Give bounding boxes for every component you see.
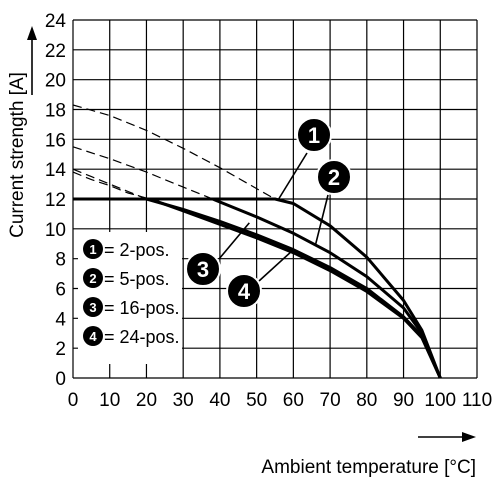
legend-label: = 16-pos. — [104, 298, 180, 318]
x-tick-label: 80 — [356, 390, 377, 411]
x-tick-label: 50 — [246, 390, 267, 411]
y-tick-label: 14 — [45, 160, 67, 181]
grid — [72, 19, 478, 379]
callouts: 12 3 4 — [185, 117, 352, 309]
callout-leader — [277, 152, 308, 200]
callout-badge — [226, 273, 262, 309]
y-tick-label: 6 — [55, 280, 66, 301]
y-axis-label: Current strength [A] — [7, 72, 28, 238]
x-axis-arrow — [418, 432, 476, 442]
callout-leader — [258, 249, 294, 282]
series-2-line — [73, 197, 442, 379]
x-tick-label: 0 — [68, 390, 79, 411]
y-tick-label: 2 — [55, 339, 66, 360]
x-tick-label: 20 — [136, 390, 157, 411]
x-tick-label: 90 — [393, 390, 414, 411]
legend-marker — [83, 268, 103, 288]
legend: 1 = 2-pos. 2 = 5-pos. 3 = 16-pos. 4 = 24-pos. — [78, 232, 182, 364]
legend-item-3: 3 = 16-pos. — [83, 297, 180, 318]
x-tick-label: 70 — [320, 390, 341, 411]
legend-marker-number: 2 — [89, 271, 96, 286]
x-tick-label: 40 — [209, 390, 230, 411]
x-axis-ticks: 0 10 20 30 40 50 60 70 80 90 100 110 — [68, 390, 492, 411]
y-tick-label: 18 — [45, 101, 66, 122]
y-tick-label: 24 — [45, 11, 67, 32]
callout-badge — [316, 159, 352, 195]
callout-1: 1 — [277, 117, 332, 200]
legend-marker — [83, 326, 103, 346]
legend-marker-number: 4 — [89, 329, 97, 344]
y-tick-label: 4 — [55, 309, 66, 330]
legend-label: = 24-pos. — [104, 327, 180, 347]
x-tick-label: 60 — [283, 390, 304, 411]
y-tick-label: 12 — [45, 190, 66, 211]
series-1-line — [73, 197, 442, 379]
callout-badge — [296, 117, 332, 153]
y-tick-label: 10 — [45, 220, 66, 241]
callout-number: 3 — [197, 257, 209, 282]
callout-leader — [218, 222, 250, 260]
series-4-extrapolation — [72, 171, 151, 200]
x-axis-label: Ambient temperature [°C] — [261, 457, 476, 478]
x-tick-label: 30 — [173, 390, 194, 411]
legend-item-4: 4 = 24-pos. — [83, 326, 180, 347]
callout-leader — [314, 194, 329, 246]
x-tick-label: 100 — [424, 390, 456, 411]
y-tick-label: 0 — [55, 369, 66, 390]
callout-3: 3 — [185, 222, 250, 287]
callout-number: 1 — [308, 123, 320, 148]
series-4-line — [73, 197, 442, 379]
callout-2: 2 — [314, 159, 352, 246]
y-tick-label: 16 — [45, 130, 66, 151]
series-1-extrapolation — [72, 104, 276, 200]
series — [72, 104, 442, 379]
legend-marker-number: 1 — [89, 242, 96, 257]
legend-marker — [83, 239, 103, 259]
callout-number: 4 — [238, 279, 251, 304]
y-tick-label: 22 — [45, 41, 66, 62]
series-2-extrapolation — [72, 146, 213, 200]
x-tick-label: 110 — [462, 390, 492, 411]
legend-label: = 2-pos. — [104, 240, 170, 260]
legend-item-2: 2 = 5-pos. — [83, 268, 170, 289]
legend-item-1: 1 = 2-pos. — [83, 239, 170, 260]
callout-badge — [185, 251, 221, 287]
callout-number: 2 — [328, 165, 340, 190]
y-tick-label: 8 — [55, 250, 66, 271]
x-tick-label: 10 — [99, 390, 120, 411]
legend-marker-number: 3 — [89, 300, 96, 315]
legend-label: = 5-pos. — [104, 269, 170, 289]
callout-4: 4 — [226, 249, 294, 309]
legend-marker — [83, 297, 103, 317]
y-axis-arrow — [27, 26, 37, 95]
y-tick-label: 20 — [45, 71, 66, 92]
